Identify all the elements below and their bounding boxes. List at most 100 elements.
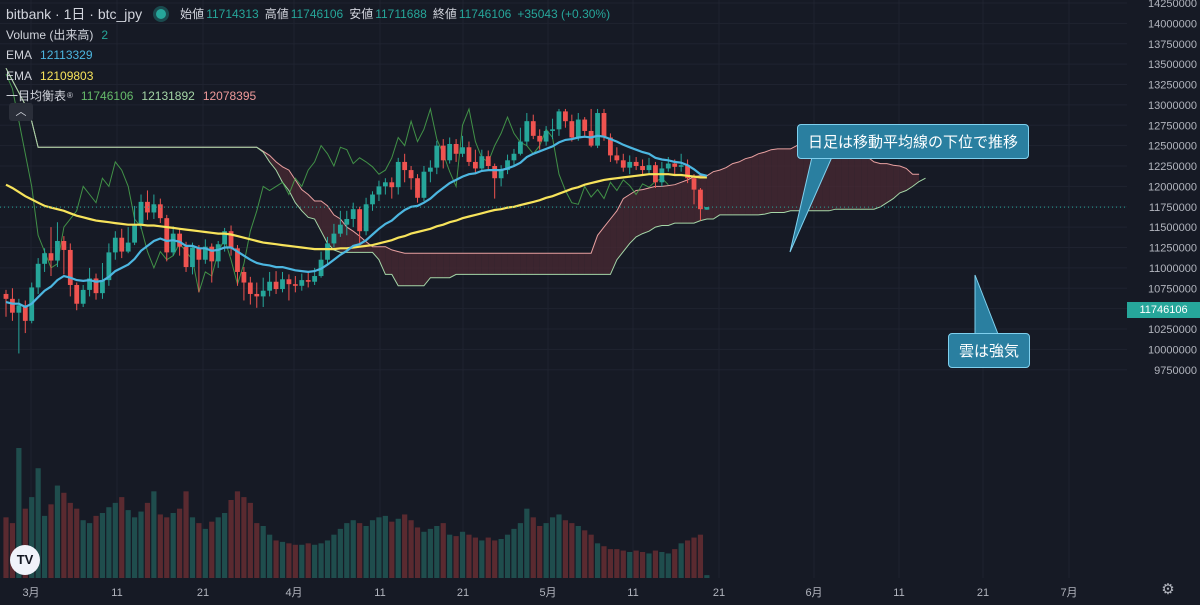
volume-bar [414, 527, 421, 578]
ichimoku-cloud-segment [726, 163, 733, 215]
candle-body [177, 233, 183, 247]
ichimoku-cloud-segment [411, 253, 418, 286]
callout-pointer [974, 274, 999, 335]
symbol-title[interactable]: bitbank · 1日 · btc_jpy [6, 6, 143, 22]
ichimoku-cloud-segment [661, 185, 669, 226]
volume-bar [363, 526, 369, 578]
candle-body [389, 182, 395, 188]
time-axis-tick-label: 21 [457, 587, 469, 599]
ema-fast-value: 12113329 [40, 48, 93, 62]
ema-slow-row[interactable]: EMA 12109803 [6, 66, 616, 87]
ichimoku-cloud-segment [276, 161, 283, 183]
ichimoku-cloud-segment [385, 246, 392, 275]
volume-bar [389, 521, 395, 578]
ichimoku-cloud-segment [681, 179, 688, 224]
chart-legend: bitbank · 1日 · btc_jpy 始値 11714313 高値 11… [6, 4, 616, 107]
price-axis-tick-label: 11500000 [1149, 222, 1197, 234]
volume-label: Volume (出来高) [6, 27, 94, 42]
volume-bar [582, 530, 588, 578]
time-axis-tick-label: 6月 [805, 587, 822, 599]
volume-bar [575, 526, 581, 578]
candle-body [170, 233, 176, 253]
price-axis-tick-label: 10250000 [1148, 324, 1197, 336]
ema-fast-row[interactable]: EMA 12113329 [6, 45, 616, 66]
ichimoku-label: 一目均衡表 [6, 89, 67, 103]
candle-body [235, 248, 240, 272]
time-axis-tick-label: 11 [374, 587, 385, 599]
ichimoku-cloud-segment [739, 158, 746, 215]
ichimoku-cloud-segment [649, 186, 656, 232]
candle-body [350, 209, 356, 219]
volume-bar [106, 507, 112, 578]
volume-bar [376, 517, 382, 578]
low-value: 11711688 [375, 7, 427, 21]
candle-body [209, 246, 215, 262]
volume-bar [228, 500, 234, 578]
volume-bar [119, 497, 125, 578]
volume-bar [247, 502, 253, 578]
ichimoku-cloud-segment [668, 184, 675, 226]
volume-bar [402, 514, 408, 578]
ichimoku-cloud-segment [353, 231, 360, 253]
volume-bar [260, 526, 266, 578]
volume-bar [305, 543, 311, 578]
ichimoku-cloud-segment [443, 253, 450, 278]
price-axis-tick-label: 9750000 [1154, 365, 1197, 377]
time-axis-tick-label: 11 [893, 587, 904, 599]
volume-indicator-row[interactable]: Volume (出来高) 2 [6, 25, 616, 46]
collapse-legend-button[interactable]: ︿ [9, 103, 33, 121]
tradingview-logo-icon[interactable]: TV [10, 545, 40, 575]
volume-bar [35, 468, 41, 578]
candle-body [305, 280, 311, 282]
volume-bar [286, 543, 292, 578]
candle-body [157, 204, 163, 219]
candle-body [370, 194, 375, 205]
ichimoku-cloud-segment [751, 153, 759, 215]
ichimoku-cloud-segment [706, 171, 714, 219]
volume-bar [80, 520, 86, 578]
ichimoku-row[interactable]: 一目均衡表 ® 11746106 12131892 12078395 [6, 86, 616, 107]
candle-body [685, 165, 690, 179]
candle-body [563, 111, 568, 122]
candle-body [415, 178, 420, 198]
volume-bar [3, 517, 9, 578]
volume-bar [331, 534, 337, 578]
candle-body [145, 201, 150, 213]
candle-body [202, 246, 208, 260]
candle-body [125, 242, 131, 252]
candle-body [196, 247, 202, 260]
time-axis-tick-label: 21 [197, 587, 209, 599]
open-value: 11714313 [206, 7, 259, 21]
volume-bar [440, 523, 446, 578]
ichimoku-cloud-segment [771, 148, 778, 213]
candle-body [518, 141, 523, 154]
ichimoku-cloud-segment [841, 145, 849, 210]
ichimoku-cloud-segment [597, 227, 604, 275]
volume-bar [607, 549, 614, 578]
price-axis-tick-label: 13250000 [1148, 80, 1197, 92]
volume-bar [61, 492, 67, 578]
ichimoku-cloud-segment [906, 168, 913, 191]
volume-bar [382, 515, 388, 578]
candle-body [22, 305, 28, 321]
price-axis-tick-label: 13000000 [1148, 100, 1197, 112]
volume-bar [466, 534, 472, 578]
ichimoku-cloud-segment [854, 148, 862, 210]
volume-bar [299, 544, 305, 578]
volume-bar [86, 523, 93, 578]
ichimoku-cloud-segment [359, 236, 367, 253]
settings-gear-icon[interactable]: ⚙ [1161, 581, 1175, 598]
candle-body [3, 293, 9, 299]
volume-bar [99, 513, 106, 578]
candle-body [595, 113, 600, 146]
candle-body [582, 119, 588, 131]
price-axis-tick-label: 14250000 [1148, 0, 1197, 10]
volume-bar [620, 550, 626, 578]
close-label: 終値 [432, 7, 457, 21]
candle-body [299, 280, 305, 286]
candle-body [646, 165, 652, 171]
candle-body [119, 237, 125, 252]
ichimoku-cloud-segment [301, 189, 309, 218]
